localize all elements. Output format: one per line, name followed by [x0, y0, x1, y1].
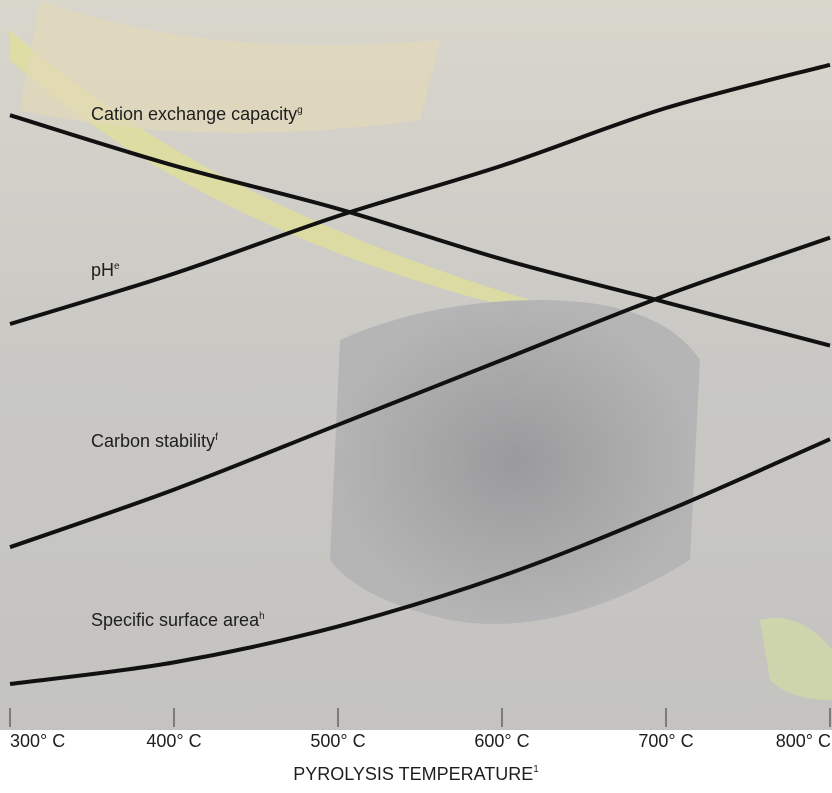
- chart: PYROLYSIS TEMPERATURE1 300° C 400° C 500° …: [0, 0, 832, 788]
- x-tick-label: 500° C: [310, 731, 365, 751]
- x-tick-label: 400° C: [146, 731, 201, 751]
- series-label-name: Cation exchange capacity: [91, 104, 297, 124]
- series-label-note: e: [114, 261, 120, 272]
- series-label: Cation exchange capacityg: [91, 104, 303, 124]
- series-label: Carbon stabilityf: [91, 431, 218, 451]
- series-label-name: Carbon stability: [91, 431, 215, 451]
- series-label-name: pH: [91, 260, 114, 280]
- series-label-note: f: [215, 432, 218, 443]
- series-label: Specific surface areah: [91, 610, 265, 630]
- series-label-name: Specific surface area: [91, 610, 260, 630]
- x-tick-label: 800° C: [776, 731, 831, 751]
- x-axis-title-note: 1: [533, 764, 539, 775]
- series-label-note: g: [297, 105, 303, 116]
- x-tick-label: 700° C: [638, 731, 693, 751]
- x-tick-label: 300° C: [10, 731, 65, 751]
- x-axis-title: PYROLYSIS TEMPERATURE1: [293, 764, 539, 784]
- x-tick-label: 600° C: [474, 731, 529, 751]
- series-label-note: h: [259, 611, 265, 622]
- x-axis-title-text: PYROLYSIS TEMPERATURE: [293, 764, 533, 784]
